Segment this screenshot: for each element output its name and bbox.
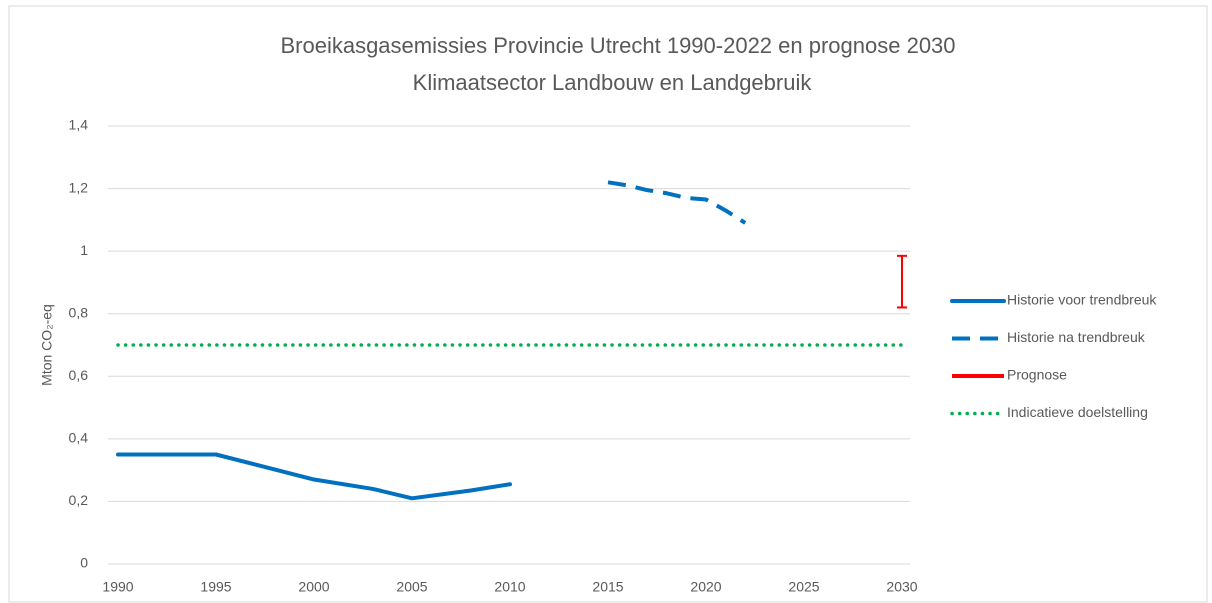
y-tick-label: 0,2 [69, 492, 89, 508]
x-tick-label: 2000 [298, 579, 329, 595]
series-line [116, 452, 512, 501]
y-tick-label: 0 [80, 555, 88, 571]
y-tick-label: 0,8 [69, 304, 89, 320]
x-tick-label: 2030 [886, 579, 917, 595]
y-axis-label: Mton CO₂-eq [39, 304, 55, 386]
x-tick-label: 1990 [102, 579, 133, 595]
x-tick-label: 2025 [788, 579, 819, 595]
legend-label: Historie voor trendbreuk [1007, 292, 1157, 308]
y-tick-label: 1,2 [69, 179, 89, 195]
y-tick-label: 0,4 [69, 430, 89, 446]
series-line [607, 180, 747, 225]
chart-border [8, 5, 1208, 603]
x-tick-label: 2020 [690, 579, 721, 595]
legend-label: Indicatieve doelstelling [1007, 404, 1148, 420]
x-tick-label: 2005 [396, 579, 427, 595]
legend-label: Historie na trendbreuk [1007, 329, 1146, 345]
chart-title: Broeikasgasemissies Provincie Utrecht 19… [280, 33, 955, 58]
x-tick-label: 1995 [200, 579, 231, 595]
x-tick-label: 2010 [494, 579, 525, 595]
y-tick-label: 0,6 [69, 367, 89, 383]
legend-label: Prognose [1007, 367, 1067, 383]
chart-subtitle: Klimaatsector Landbouw en Landgebruik [413, 70, 813, 95]
x-tick-label: 2015 [592, 579, 623, 595]
y-tick-label: 1 [80, 242, 88, 258]
y-tick-label: 1,4 [69, 117, 89, 133]
